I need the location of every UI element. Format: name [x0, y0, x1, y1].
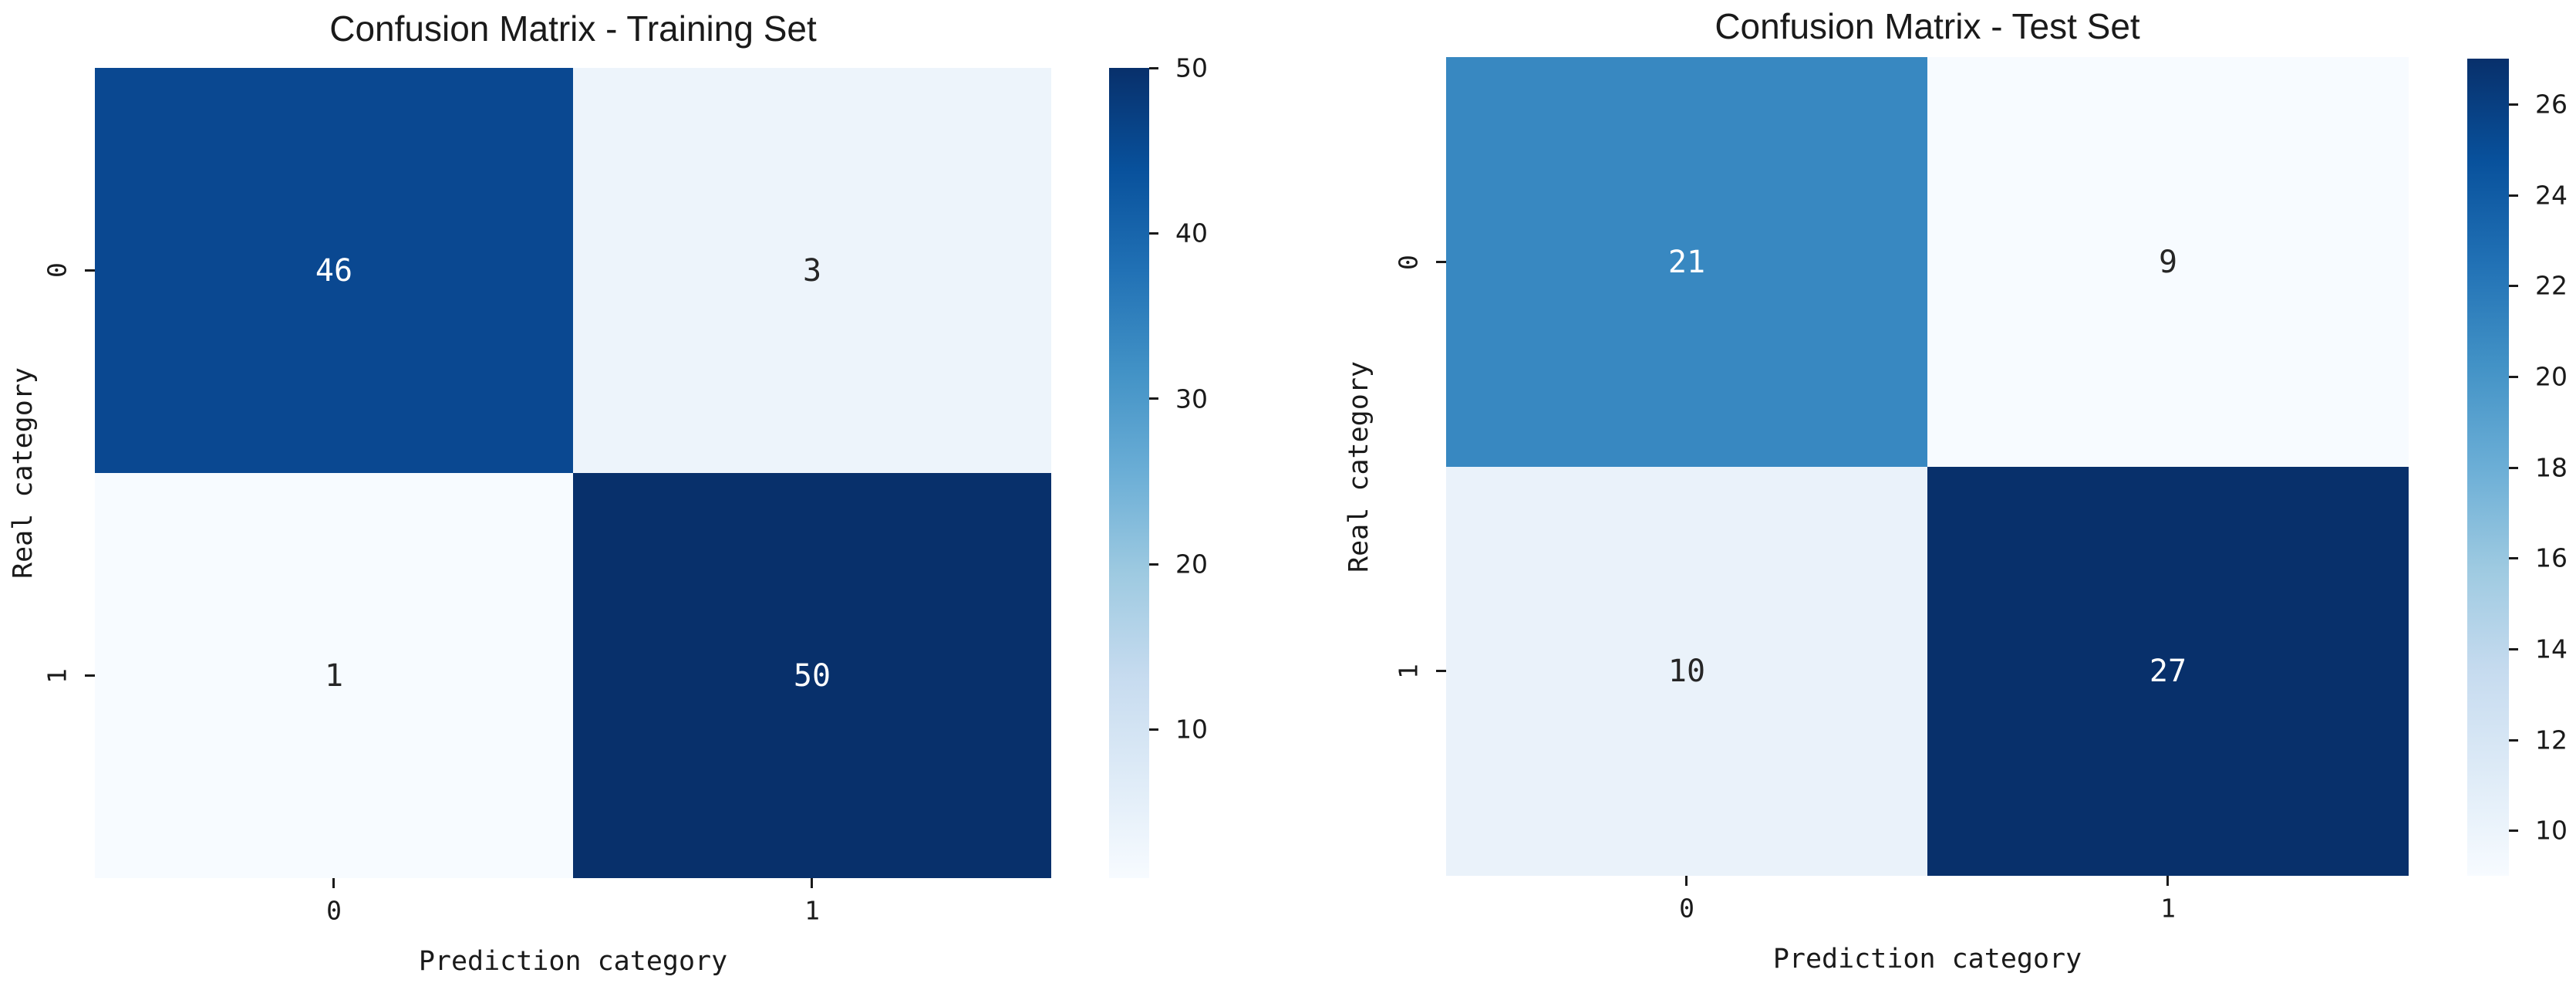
- colorbar-tick-mark: [2509, 467, 2518, 469]
- colorbar-tick-label: 24: [2535, 180, 2568, 211]
- colorbar-tick-mark: [1149, 232, 1158, 235]
- colorbar-tick-label: 30: [1175, 383, 1208, 414]
- x-tick-mark: [1685, 876, 1688, 886]
- cell-value: 21: [1667, 244, 1706, 280]
- x-tick-label-0: 0: [326, 895, 342, 926]
- heatmap-cell-0-0: 46: [95, 68, 573, 473]
- x-axis-label: Prediction category: [1772, 944, 2082, 975]
- y-tick-label-1: 1: [1393, 664, 1424, 679]
- heatmap-cell-1-1: 50: [573, 473, 1051, 878]
- y-tick-label-0: 0: [1393, 255, 1424, 270]
- x-tick-mark: [811, 878, 813, 888]
- colorbar-tick-mark: [1149, 397, 1158, 400]
- colorbar-tick-mark: [2509, 648, 2518, 650]
- colorbar-tick-label: 22: [2535, 270, 2568, 301]
- colorbar-tick-mark: [2509, 739, 2518, 742]
- colorbar-tick-mark: [2509, 194, 2518, 197]
- colorbar-tick-mark: [2509, 103, 2518, 106]
- colorbar-tick-label: 50: [1175, 52, 1208, 83]
- colorbar-tick-label: 10: [1175, 714, 1208, 745]
- heatmap-cell-1-0: 1: [95, 473, 573, 878]
- colorbar-tick-mark: [1149, 728, 1158, 731]
- cell-value: 3: [802, 252, 822, 289]
- y-tick-label-0: 0: [42, 262, 72, 278]
- plot-title-test: Confusion Matrix - Test Set: [1715, 6, 2140, 46]
- heatmap-cell-1-1: 27: [1927, 467, 2409, 876]
- heatmap-cell-0-1: 3: [573, 68, 1051, 473]
- y-axis-label: Real category: [8, 367, 39, 579]
- y-tick-label-1: 1: [42, 668, 72, 684]
- colorbar-tick-label: 10: [2535, 815, 2568, 846]
- y-tick-mark: [1436, 261, 1446, 263]
- colorbar-tick-label: 18: [2535, 452, 2568, 483]
- y-tick-mark: [85, 674, 95, 677]
- colorbar-tick-label: 20: [2535, 361, 2568, 392]
- colorbar-tick-label: 26: [2535, 89, 2568, 120]
- cell-value: 1: [324, 657, 344, 694]
- colorbar-tick-mark: [1149, 67, 1158, 69]
- colorbar-tick-label: 12: [2535, 725, 2568, 755]
- colorbar-tick-mark: [2509, 557, 2518, 559]
- cell-value: 46: [315, 252, 353, 289]
- y-axis-label: Real category: [1344, 361, 1374, 573]
- colorbar-tick-mark: [2509, 830, 2518, 832]
- colorbar-tick-label: 40: [1175, 218, 1208, 248]
- x-tick-label-1: 1: [804, 895, 820, 926]
- heatmap-cell-1-0: 10: [1446, 467, 1927, 876]
- colorbar-tick-mark: [1149, 563, 1158, 566]
- plot-title-training: Confusion Matrix - Training Set: [329, 8, 817, 49]
- colorbar-training: [1109, 68, 1149, 878]
- colorbar-tick-label: 14: [2535, 634, 2568, 664]
- x-tick-label-0: 0: [1679, 893, 1694, 924]
- colorbar-tick-mark: [2509, 285, 2518, 287]
- x-tick-mark: [332, 878, 335, 888]
- x-axis-label: Prediction category: [418, 946, 728, 977]
- heatmap-training: 46 3 1 50: [95, 68, 1051, 878]
- cell-value: 9: [2158, 244, 2178, 280]
- cell-value: 10: [1667, 654, 1706, 689]
- heatmap-cell-0-1: 9: [1927, 57, 2409, 467]
- y-tick-mark: [1436, 670, 1446, 672]
- heatmap-cell-0-0: 21: [1446, 57, 1927, 467]
- y-tick-mark: [85, 269, 95, 272]
- x-tick-mark: [2166, 876, 2169, 886]
- colorbar-tick-label: 20: [1175, 549, 1208, 579]
- colorbar-tick-label: 16: [2535, 542, 2568, 573]
- cell-value: 50: [793, 657, 831, 694]
- colorbar-tick-mark: [2509, 376, 2518, 378]
- cell-value: 27: [2149, 654, 2187, 689]
- x-tick-label-1: 1: [2160, 893, 2176, 924]
- heatmap-test: 21 9 10 27: [1446, 57, 2409, 876]
- colorbar-test: [2467, 59, 2509, 876]
